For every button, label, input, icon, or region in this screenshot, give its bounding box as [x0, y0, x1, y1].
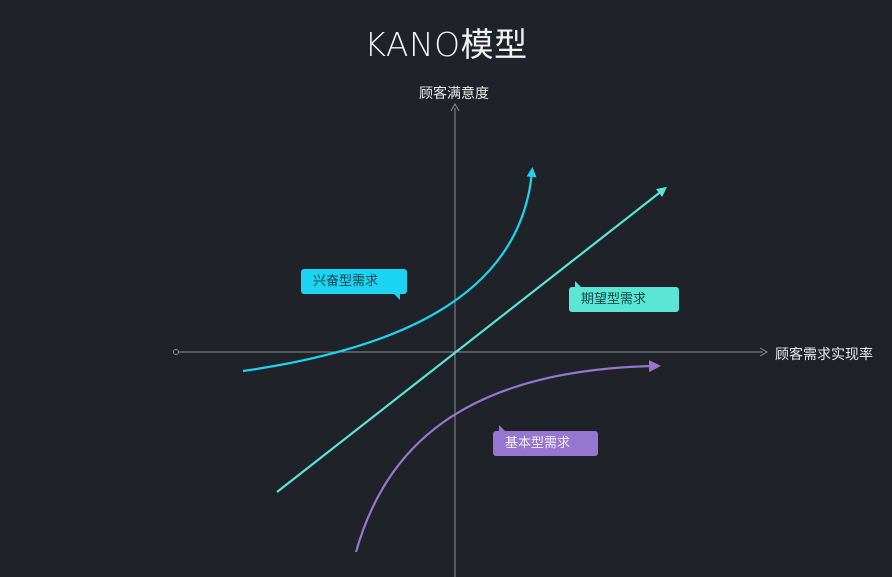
curve-excitement	[242, 167, 537, 373]
x-axis-origin-dot-icon	[173, 349, 179, 355]
tag-excitement-requirement: 兴奋型需求	[301, 269, 407, 300]
diagram-title: KANO模型	[364, 25, 528, 64]
x-axis-label: 顾客需求实现率	[775, 347, 873, 363]
tag-expectation-requirement: 期望型需求	[569, 281, 679, 312]
curve-expectation	[276, 186, 667, 493]
x-axis-arrow-icon	[759, 347, 769, 357]
curve-basic	[354, 360, 661, 553]
y-axis-arrow-icon	[450, 102, 460, 112]
tag-basic-requirement: 基本型需求	[493, 425, 598, 456]
y-axis-label: 顾客满意度	[419, 86, 489, 102]
